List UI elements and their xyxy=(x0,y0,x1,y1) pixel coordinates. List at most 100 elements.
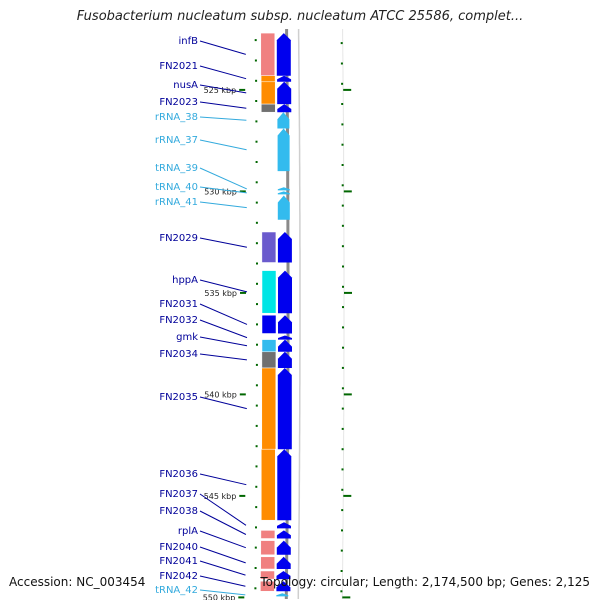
gc-minor-tick xyxy=(341,488,344,491)
category-block-FN2035 xyxy=(261,367,277,450)
feature-label-FN2036[interactable]: FN2036 xyxy=(159,469,198,480)
gc-minor-tick xyxy=(340,590,343,593)
feature-label-gmk[interactable]: gmk xyxy=(176,332,198,343)
category-block-infB xyxy=(260,32,276,76)
leader-line-FN2023 xyxy=(199,101,247,109)
gc-minor-tick xyxy=(341,164,344,166)
feature-arrow-infB[interactable] xyxy=(276,33,291,76)
leader-line-rRNA_38 xyxy=(199,116,247,121)
feature-arrow-FN2021[interactable] xyxy=(277,75,292,82)
feature-label-FN2034[interactable]: FN2034 xyxy=(159,349,198,360)
feature-arrow-tRNA_40[interactable] xyxy=(277,191,290,195)
leader-line-gmk xyxy=(199,336,248,347)
feature-arrow-FN2040[interactable] xyxy=(276,556,291,569)
feature-label-infB[interactable]: infB xyxy=(179,36,199,47)
category-block-FN2031 xyxy=(261,314,277,334)
feature-arrow-FN2035[interactable] xyxy=(277,368,292,450)
leader-line-FN2042 xyxy=(199,575,246,587)
leader-line-infB xyxy=(199,40,246,55)
minor-tick xyxy=(255,363,258,366)
feature-label-FN2032[interactable]: FN2032 xyxy=(159,315,198,326)
feature-arrow-tRNA_42[interactable] xyxy=(276,593,289,597)
feature-label-FN2029[interactable]: FN2029 xyxy=(159,233,198,244)
feature-label-tRNA_39[interactable]: tRNA_39 xyxy=(155,163,198,174)
feature-arrow-FN2037[interactable] xyxy=(277,522,291,529)
feature-label-FN2023[interactable]: FN2023 xyxy=(159,97,198,108)
tick-label: 550 kbp xyxy=(203,593,236,600)
topology-summary: Topology: circular; Length: 2,174,500 bp… xyxy=(260,575,590,589)
feature-arrow-FN2032[interactable] xyxy=(278,335,292,340)
leader-line-FN2041 xyxy=(199,560,246,576)
feature-labels[interactable]: infB FN2021 nusA FN2023 rRNA_38 rRNA_37 tRNA_3… xyxy=(155,36,248,596)
leader-line-FN2036 xyxy=(199,473,247,486)
feature-arrow-nusA[interactable] xyxy=(277,81,292,105)
feature-label-hppA[interactable]: hppA xyxy=(172,275,198,286)
feature-arrow-hppA[interactable] xyxy=(278,270,292,314)
feature-label-FN2040[interactable]: FN2040 xyxy=(159,542,198,553)
minor-tick xyxy=(256,323,258,326)
feature-label-FN2035[interactable]: FN2035 xyxy=(159,392,198,403)
feature-arrow-FN2029[interactable] xyxy=(277,232,292,263)
minor-tick xyxy=(255,242,258,245)
feature-label-FN2037[interactable]: FN2037 xyxy=(159,489,198,500)
feature-arrow-FN2036[interactable] xyxy=(277,449,292,521)
minor-tick xyxy=(255,201,258,204)
category-block-FN2023 xyxy=(261,103,276,113)
gc-minor-tick xyxy=(340,549,343,552)
feature-label-rRNA_37[interactable]: rRNA_37 xyxy=(155,135,198,146)
feature-arrow-FN2023[interactable] xyxy=(277,104,292,113)
feature-arrow-FN2042[interactable] xyxy=(276,581,291,592)
leader-line-rRNA_41 xyxy=(199,201,247,209)
feature-arrow-FN2031[interactable] xyxy=(278,315,292,334)
feature-label-FN2038[interactable]: FN2038 xyxy=(159,506,198,517)
gc-minor-tick xyxy=(342,326,344,329)
leader-line-rRNA_37 xyxy=(199,139,247,151)
feature-arrow-FN2041[interactable] xyxy=(276,571,291,580)
gc-minor-tick xyxy=(341,468,344,471)
feature-label-rRNA_38[interactable]: rRNA_38 xyxy=(155,112,198,123)
leader-line-FN2035 xyxy=(199,396,247,410)
tick-label: 535 kbp xyxy=(204,289,237,298)
gc-minor-tick xyxy=(340,42,343,45)
leader-line-FN2021 xyxy=(199,65,247,80)
category-block-FN2040 xyxy=(260,556,275,570)
leader-line-nusA xyxy=(199,84,247,94)
tick-label: 545 kbp xyxy=(204,492,237,501)
minor-tick xyxy=(254,39,257,42)
feature-arrow-FN2038[interactable] xyxy=(276,530,291,539)
category-block-FN2038 xyxy=(260,530,276,539)
minor-tick xyxy=(254,587,257,590)
gc-minor-tick xyxy=(341,366,344,369)
feature-label-tRNA_40[interactable]: tRNA_40 xyxy=(155,182,198,193)
accession-text: Accession: NC_003454 xyxy=(9,575,146,589)
gc-minor-tick xyxy=(342,346,344,349)
feature-label-rplA[interactable]: rplA xyxy=(178,526,198,537)
minor-tick xyxy=(256,343,258,346)
feature-arrow-tRNA_39[interactable] xyxy=(277,187,290,191)
minor-tick xyxy=(255,404,258,407)
feature-arrow-rRNA_37[interactable] xyxy=(277,128,290,172)
minor-tick xyxy=(255,100,258,102)
feature-label-FN2021[interactable]: FN2021 xyxy=(159,61,198,72)
feature-arrow-rplA[interactable] xyxy=(276,540,291,555)
feature-label-nusA[interactable]: nusA xyxy=(173,80,198,91)
feature-arrow-FN2034[interactable] xyxy=(277,351,292,368)
minor-tick xyxy=(255,79,258,82)
minor-tick xyxy=(254,546,257,549)
feature-label-FN2031[interactable]: FN2031 xyxy=(159,299,198,310)
minor-tick xyxy=(255,465,258,468)
feature-arrow-rRNA_41[interactable] xyxy=(277,195,290,220)
feature-label-rRNA_41[interactable]: rRNA_41 xyxy=(155,197,198,208)
feature-label-FN2042[interactable]: FN2042 xyxy=(159,571,198,582)
feature-label-tRNA_42[interactable]: tRNA_42 xyxy=(155,585,198,596)
feature-arrow-gmk[interactable] xyxy=(278,339,292,352)
category-block-gmk xyxy=(261,339,277,353)
leader-line-FN2032 xyxy=(199,319,248,339)
leader-line-tRNA_39 xyxy=(199,167,248,190)
leader-line-FN2040 xyxy=(199,546,246,564)
feature-arrow-rRNA_38[interactable] xyxy=(277,112,290,129)
minor-tick xyxy=(255,120,258,123)
feature-label-FN2041[interactable]: FN2041 xyxy=(159,556,198,567)
gc-minor-tick xyxy=(341,123,344,126)
